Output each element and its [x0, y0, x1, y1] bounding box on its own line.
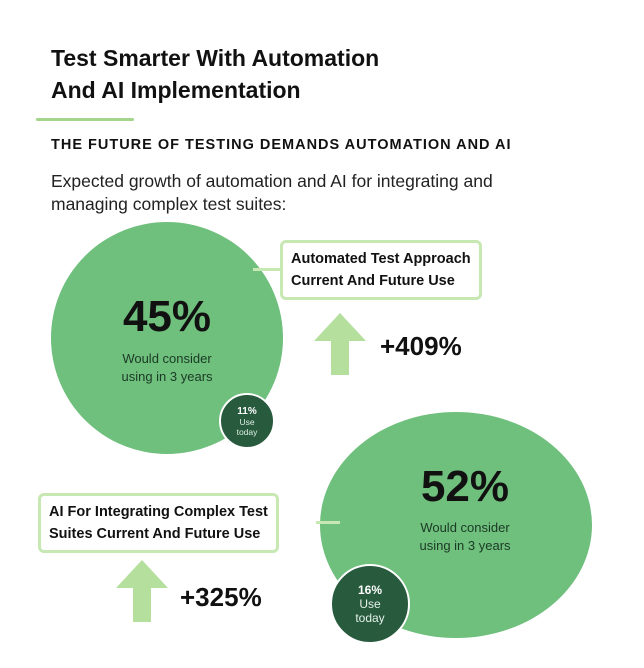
automation-today-percent: 11% [237, 405, 257, 417]
automation-label-box: Automated Test Approach Current And Futu… [280, 240, 482, 300]
ai-label-line-2: Suites Current And Future Use [49, 526, 261, 542]
ai-label-line-1: AI For Integrating Complex Test [49, 504, 268, 520]
automation-today-badge: 11% Use today [219, 393, 275, 449]
ai-label-box: AI For Integrating Complex Test Suites C… [38, 493, 279, 553]
automation-future-caption: Would consider using in 3 years [51, 350, 283, 386]
automation-today-label-line-2: today [236, 426, 258, 437]
page-title: Test Smarter With Automation And AI Impl… [51, 42, 379, 106]
up-arrow-icon [114, 558, 170, 629]
accent-divider [36, 118, 134, 121]
ai-future-caption-line-2: using in 3 years [419, 538, 511, 553]
automation-label-line-2: Current And Future Use [291, 273, 455, 289]
up-arrow-icon [312, 311, 368, 382]
ai-future-caption-line-1: Would consider [420, 520, 510, 535]
automation-growth: +409% [380, 331, 462, 361]
ai-today-percent: 16% [357, 583, 383, 597]
automation-connector [253, 268, 283, 271]
ai-future-percent: 52% [420, 462, 510, 511]
ai-growth: +325% [180, 582, 262, 612]
ai-future-caption: Would consider using in 3 years [360, 519, 570, 555]
description-text: Expected growth of automation and AI for… [51, 171, 493, 214]
section-subtitle: THE FUTURE OF TESTING DEMANDS AUTOMATION… [51, 137, 512, 153]
ai-today-label-line-1: Use [359, 597, 381, 611]
automation-future-percent: 45% [122, 292, 212, 341]
title-line-2: And AI Implementation [51, 77, 301, 103]
automation-today-label-line-1: Use [239, 416, 255, 427]
automation-label-line-1: Automated Test Approach [291, 251, 471, 267]
ai-today-label-line-2: today [355, 611, 385, 625]
ai-connector [316, 521, 340, 524]
automation-future-caption-line-1: Would consider [122, 351, 212, 366]
ai-today-badge: 16% Use today [330, 564, 410, 644]
title-line-1: Test Smarter With Automation [51, 45, 380, 71]
automation-future-caption-line-2: using in 3 years [121, 369, 213, 384]
